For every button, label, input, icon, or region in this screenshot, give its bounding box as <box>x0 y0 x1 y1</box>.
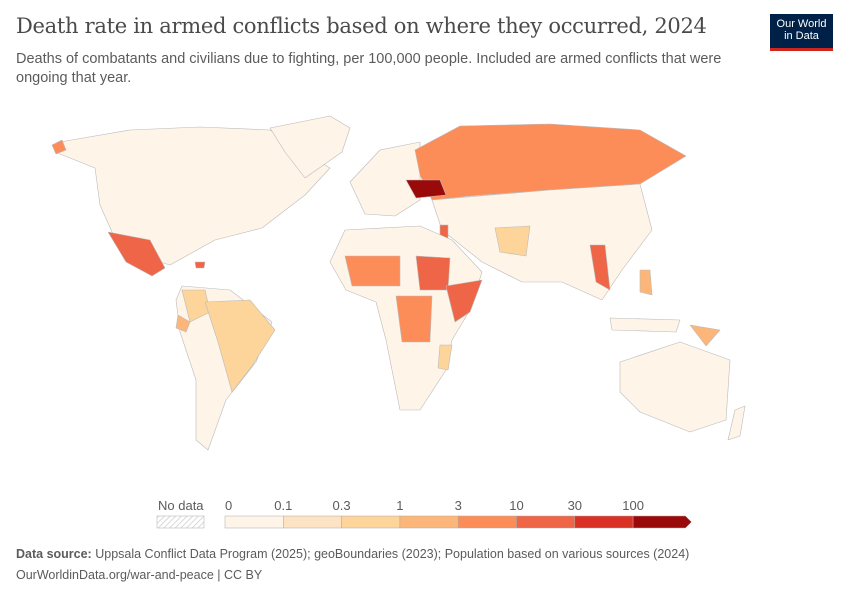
chart-subtitle: Deaths of combatants and civilians due t… <box>16 51 722 86</box>
legend-tick: 10 <box>509 498 523 513</box>
philippines[interactable] <box>639 269 653 296</box>
png[interactable] <box>689 324 721 347</box>
legend: No data 0 0.1 0.3 1 3 10 30 100 <box>150 496 710 541</box>
url-line[interactable]: OurWorldinData.org/war-and-peace | CC BY <box>16 568 263 582</box>
legend-tick: 0 <box>225 498 232 513</box>
source-line: Data source: Uppsala Conflict Data Progr… <box>16 547 689 561</box>
no-data-label: No data <box>158 498 204 513</box>
legend-tick: 30 <box>568 498 582 513</box>
world-map[interactable] <box>0 100 850 480</box>
australia[interactable] <box>619 341 731 433</box>
legend-scale: No data 0 0.1 0.3 1 3 10 30 100 <box>156 498 692 529</box>
source-text: Uppsala Conflict Data Program (2025); ge… <box>95 547 690 561</box>
legend-bin-4[interactable] <box>457 515 517 529</box>
no-data-swatch <box>156 515 205 529</box>
mexico[interactable] <box>107 231 166 277</box>
russia[interactable] <box>414 123 687 201</box>
sahel[interactable] <box>344 255 401 287</box>
ukraine[interactable] <box>405 179 447 199</box>
legend-tick: 3 <box>455 498 462 513</box>
brazil[interactable] <box>204 299 276 393</box>
drc[interactable] <box>395 295 433 343</box>
new-zealand[interactable] <box>727 405 746 441</box>
haiti[interactable] <box>194 261 206 269</box>
legend-bin-0[interactable] <box>224 515 284 529</box>
legend-bin-6[interactable] <box>574 515 634 529</box>
north-america[interactable] <box>54 126 331 266</box>
legend-bin-2[interactable] <box>341 515 401 529</box>
ecuador-peru[interactable] <box>175 314 191 333</box>
indonesia[interactable] <box>609 317 681 333</box>
owid-logo[interactable]: Our World in Data <box>770 14 833 51</box>
legend-tick: 0.1 <box>274 498 292 513</box>
legend-tick: 0.3 <box>333 498 351 513</box>
chart-title: Death rate in armed conflicts based on w… <box>16 14 707 38</box>
somalia-ethiopia[interactable] <box>445 279 483 323</box>
legend-bin-1[interactable] <box>283 515 342 529</box>
sudan[interactable] <box>415 255 451 291</box>
alaska[interactable] <box>51 139 67 155</box>
legend-tick: 1 <box>396 498 403 513</box>
europe[interactable] <box>349 141 421 217</box>
legend-bin-7[interactable] <box>632 515 692 529</box>
legend-bin-3[interactable] <box>399 515 459 529</box>
logo-line2: in Data <box>784 30 819 42</box>
greenland[interactable] <box>269 115 351 179</box>
myanmar[interactable] <box>589 244 611 291</box>
legend-bin-5[interactable] <box>516 515 576 529</box>
logo-line1: Our World <box>776 18 827 30</box>
mozambique[interactable] <box>437 344 453 371</box>
afghanistan-pakistan[interactable] <box>494 225 531 257</box>
source-label: Data source: <box>16 547 92 561</box>
legend-tick: 100 <box>622 498 644 513</box>
